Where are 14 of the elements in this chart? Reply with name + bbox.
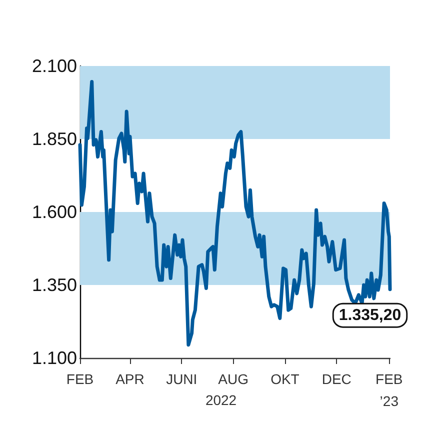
y-tick-label: 1.600 — [32, 202, 77, 222]
y-tick-label: 1.850 — [32, 129, 77, 149]
y-tick-label: 1.100 — [32, 348, 77, 368]
y-tick-label: 2.100 — [32, 56, 77, 76]
x-tick-label: JUNI — [166, 371, 198, 387]
x-tick-label: OKT — [270, 371, 300, 387]
x-tick-label: FEB — [66, 371, 94, 387]
x-tick-label: FEB ’23 — [376, 371, 403, 409]
x-axis-title: 2022 — [205, 392, 237, 408]
x-tick-label: AUG — [218, 371, 248, 387]
x-tick-label: DEC — [322, 371, 352, 387]
y-tick-label: 1.350 — [32, 275, 77, 295]
x-tick-label: APR — [116, 371, 144, 387]
annotation: 1.335,20 — [338, 306, 402, 324]
